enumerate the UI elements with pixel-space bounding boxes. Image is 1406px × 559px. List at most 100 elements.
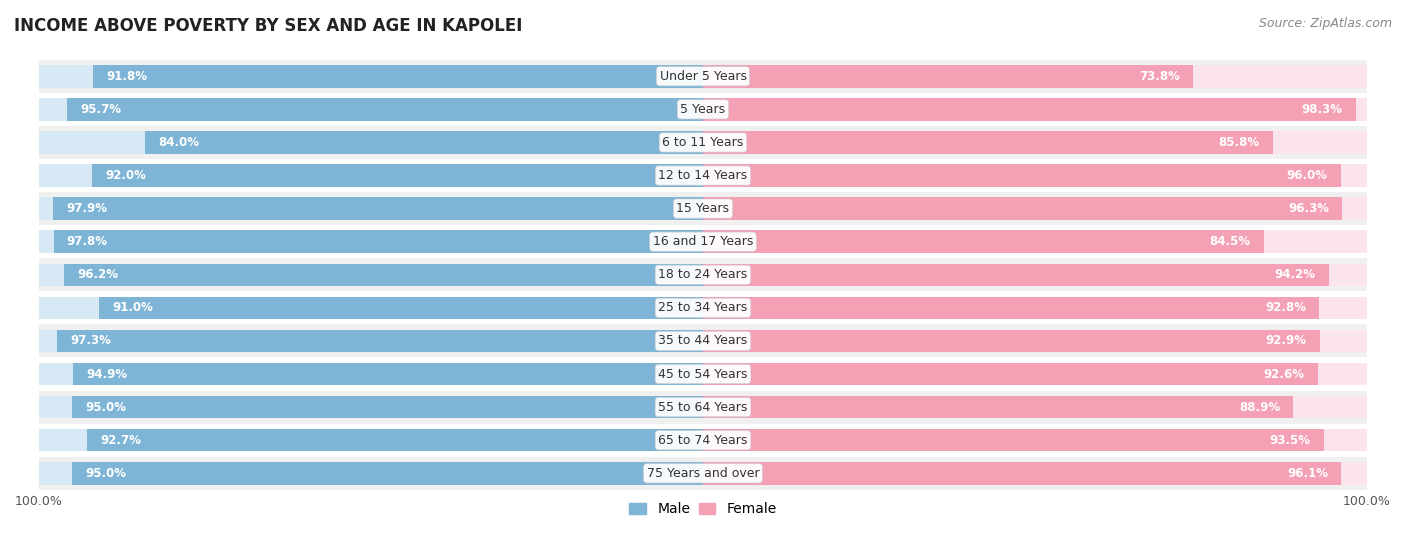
Bar — [703, 164, 1340, 187]
Text: 6 to 11 Years: 6 to 11 Years — [662, 136, 744, 149]
Bar — [39, 225, 1367, 258]
Bar — [39, 330, 703, 352]
Bar — [39, 358, 1367, 391]
Text: 5 Years: 5 Years — [681, 103, 725, 116]
Bar — [703, 363, 1367, 385]
Bar — [39, 462, 703, 485]
Bar — [39, 60, 1367, 93]
Text: 16 and 17 Years: 16 and 17 Years — [652, 235, 754, 248]
Bar — [703, 396, 1294, 418]
Bar — [703, 263, 1329, 286]
Text: 97.8%: 97.8% — [67, 235, 108, 248]
Text: 91.0%: 91.0% — [112, 301, 153, 314]
Bar — [98, 297, 703, 319]
Bar — [67, 98, 703, 121]
Text: 93.5%: 93.5% — [1270, 434, 1310, 447]
Bar — [703, 65, 1367, 88]
Bar — [39, 192, 1367, 225]
Text: 15 Years: 15 Years — [676, 202, 730, 215]
Bar — [39, 258, 1367, 291]
Text: 92.0%: 92.0% — [105, 169, 146, 182]
Bar — [39, 457, 1367, 490]
Bar — [39, 391, 1367, 424]
Text: Source: ZipAtlas.com: Source: ZipAtlas.com — [1258, 17, 1392, 30]
Text: 25 to 34 Years: 25 to 34 Years — [658, 301, 748, 314]
Text: 95.0%: 95.0% — [86, 401, 127, 414]
Bar — [703, 65, 1194, 88]
Bar — [91, 164, 703, 187]
Bar — [703, 396, 1367, 418]
Bar — [53, 230, 703, 253]
Text: 92.8%: 92.8% — [1265, 301, 1306, 314]
Bar — [703, 429, 1367, 452]
Text: 35 to 44 Years: 35 to 44 Years — [658, 334, 748, 348]
Text: 95.0%: 95.0% — [86, 467, 127, 480]
Text: INCOME ABOVE POVERTY BY SEX AND AGE IN KAPOLEI: INCOME ABOVE POVERTY BY SEX AND AGE IN K… — [14, 17, 523, 35]
Text: 96.3%: 96.3% — [1288, 202, 1329, 215]
Bar — [53, 197, 703, 220]
Bar — [87, 429, 703, 452]
Bar — [703, 297, 1367, 319]
Bar — [703, 98, 1367, 121]
Bar — [703, 330, 1367, 352]
Bar — [93, 65, 703, 88]
Text: 97.9%: 97.9% — [66, 202, 107, 215]
Bar — [703, 263, 1367, 286]
Text: 85.8%: 85.8% — [1219, 136, 1260, 149]
Bar — [39, 297, 703, 319]
Text: 92.9%: 92.9% — [1265, 334, 1306, 348]
Text: 94.2%: 94.2% — [1274, 268, 1315, 281]
Bar — [703, 330, 1320, 352]
Bar — [703, 197, 1343, 220]
Bar — [703, 462, 1341, 485]
Bar — [703, 429, 1324, 452]
Bar — [703, 131, 1272, 154]
Text: 91.8%: 91.8% — [107, 70, 148, 83]
Bar — [39, 363, 703, 385]
Text: Under 5 Years: Under 5 Years — [659, 70, 747, 83]
Text: 45 to 54 Years: 45 to 54 Years — [658, 368, 748, 381]
Text: 12 to 14 Years: 12 to 14 Years — [658, 169, 748, 182]
Text: 73.8%: 73.8% — [1139, 70, 1180, 83]
Bar — [56, 330, 703, 352]
Bar — [72, 462, 703, 485]
Text: 55 to 64 Years: 55 to 64 Years — [658, 401, 748, 414]
Bar — [72, 396, 703, 418]
Bar — [39, 396, 703, 418]
Bar — [703, 462, 1367, 485]
Text: 96.0%: 96.0% — [1286, 169, 1327, 182]
Text: 92.6%: 92.6% — [1264, 368, 1305, 381]
Text: 18 to 24 Years: 18 to 24 Years — [658, 268, 748, 281]
Text: 84.5%: 84.5% — [1209, 235, 1251, 248]
Bar — [39, 291, 1367, 324]
Bar — [39, 98, 703, 121]
Bar — [39, 429, 703, 452]
Bar — [39, 424, 1367, 457]
Bar — [39, 131, 703, 154]
Bar — [39, 263, 703, 286]
Text: 97.3%: 97.3% — [70, 334, 111, 348]
Bar — [39, 230, 703, 253]
Bar — [73, 363, 703, 385]
Bar — [703, 230, 1264, 253]
Bar — [703, 131, 1367, 154]
Bar — [703, 230, 1367, 253]
Bar — [39, 126, 1367, 159]
Bar — [65, 263, 703, 286]
Bar — [703, 297, 1319, 319]
Text: 65 to 74 Years: 65 to 74 Years — [658, 434, 748, 447]
Text: 96.1%: 96.1% — [1286, 467, 1327, 480]
Text: 94.9%: 94.9% — [86, 368, 127, 381]
Text: 88.9%: 88.9% — [1239, 401, 1279, 414]
Bar — [39, 324, 1367, 358]
Bar — [703, 197, 1367, 220]
Bar — [703, 363, 1317, 385]
Bar — [39, 93, 1367, 126]
Text: 75 Years and over: 75 Years and over — [647, 467, 759, 480]
Bar — [39, 65, 703, 88]
Bar — [145, 131, 703, 154]
Legend: Male, Female: Male, Female — [624, 496, 782, 522]
Bar — [39, 159, 1367, 192]
Bar — [703, 164, 1367, 187]
Text: 84.0%: 84.0% — [159, 136, 200, 149]
